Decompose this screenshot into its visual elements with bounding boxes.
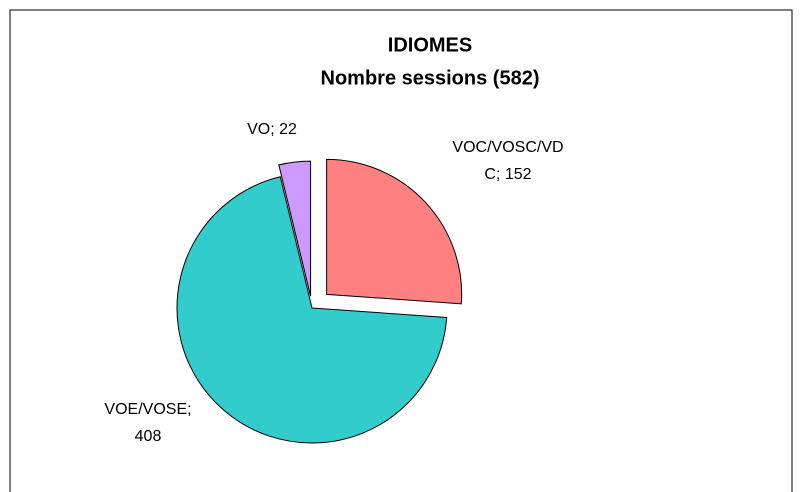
data-label-line: 408 xyxy=(135,428,162,445)
chart-title: IDIOMES xyxy=(388,34,472,56)
data-label-line: VOE/VOSE; xyxy=(104,401,191,418)
chart-subtitle: Nombre sessions (582) xyxy=(321,67,540,89)
data-label-line: C; 152 xyxy=(484,166,531,183)
data-label-line: VOC/VOSC/VD xyxy=(452,139,563,156)
pie-slice xyxy=(326,158,463,305)
data-label: VOE/VOSE; 408 xyxy=(104,401,191,445)
data-label-line: VO; 22 xyxy=(247,121,297,138)
pie-slice xyxy=(176,176,448,444)
chart-frame xyxy=(9,9,793,492)
data-label: VO; 22 xyxy=(247,121,297,138)
data-label: VOC/VOSC/VD C; 152 xyxy=(452,139,563,183)
pie-slice xyxy=(278,160,312,297)
